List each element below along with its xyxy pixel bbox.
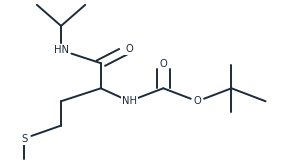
Text: O: O: [125, 44, 133, 54]
Text: NH: NH: [122, 96, 137, 106]
Text: HN: HN: [54, 45, 68, 55]
Text: O: O: [193, 96, 201, 106]
Text: S: S: [21, 133, 27, 144]
Text: O: O: [159, 59, 167, 69]
